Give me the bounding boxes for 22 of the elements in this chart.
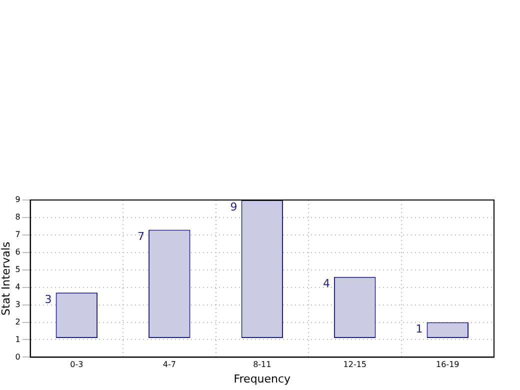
data-label: 3 [44,292,52,306]
data-label: 4 [323,277,330,290]
y-axis-title: Stat Intervals [0,241,12,316]
data-label: 7 [138,230,145,244]
y-tick-label: 1 [15,334,20,344]
x-tick-label: 4-7 [162,360,176,370]
x-tick-label: 16-19 [436,360,460,370]
y-tick-label: 0 [15,352,20,362]
y-tick-label: 5 [15,264,20,274]
y-tick-label: 7 [15,230,20,240]
y-tick-label: 8 [15,212,20,222]
y-tick-label: 2 [15,317,20,326]
x-axis-title: Frequency [234,372,292,386]
y-tick-label: 4 [15,282,20,292]
x-tick-label: 8-11 [253,360,272,370]
y-tick-label: 9 [15,195,20,204]
y-tick-label: 3 [15,300,20,309]
x-tick-label: 0-3 [70,360,84,370]
x-tick-label: 12-15 [343,360,367,370]
data-label: 1 [416,322,423,336]
y-tick-label: 6 [15,247,20,256]
data-label: 9 [230,200,238,214]
